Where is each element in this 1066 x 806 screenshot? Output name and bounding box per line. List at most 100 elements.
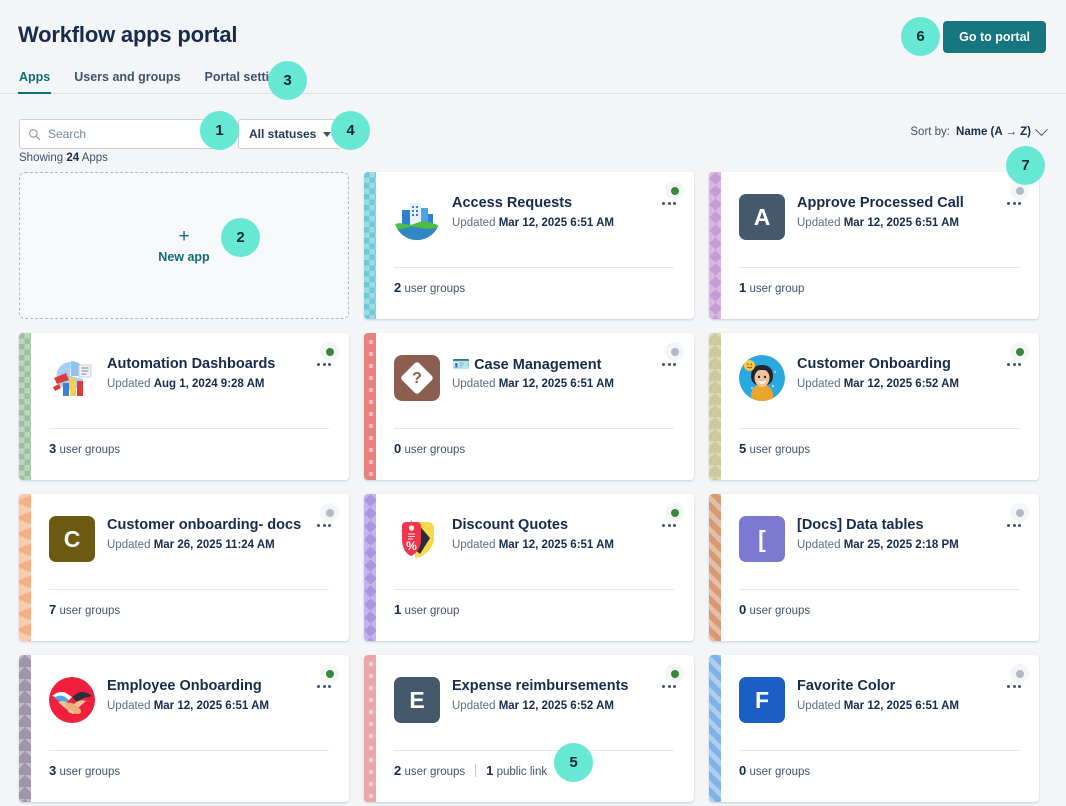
app-card-stats: 3 user groups [49, 441, 335, 456]
more-options-icon[interactable] [1003, 194, 1025, 212]
card-divider [49, 750, 329, 751]
app-updated: Updated Mar 12, 2025 6:51 AM [452, 539, 614, 551]
stat-value: 2 [394, 280, 402, 295]
app-card-stripe [709, 333, 721, 480]
art-question-icon: ? [394, 355, 440, 401]
app-card[interactable]: ? 🪪 Case Management Updated Mar 12, 2025 … [364, 333, 694, 480]
app-stat: 0 user groups [739, 602, 810, 617]
app-card-stripe [19, 494, 31, 641]
status-filter-dropdown[interactable]: All statuses [238, 119, 343, 149]
app-card-body: A Approve Processed Call Updated Mar 12, 2… [721, 172, 1039, 319]
stat-label: user groups [404, 766, 466, 778]
stat-value: 2 [394, 763, 402, 778]
status-dot-inactive [1015, 508, 1024, 517]
app-updated: Updated Mar 12, 2025 6:51 AM [107, 700, 269, 712]
app-title: Automation Dashboards [107, 356, 276, 372]
stat-label: user groups [749, 766, 811, 778]
status-dot-active [670, 186, 679, 195]
tab-users-and-groups[interactable]: Users and groups [74, 70, 181, 84]
stat-label: user group [404, 605, 460, 617]
new-app-card[interactable]: + New app [19, 172, 349, 319]
card-divider [394, 428, 674, 429]
search-box[interactable] [19, 119, 224, 149]
app-card-stripe [709, 172, 721, 319]
annotation-badge-7: 7 [1006, 146, 1045, 185]
more-options-icon[interactable] [313, 355, 335, 373]
more-options-icon[interactable] [658, 516, 680, 534]
card-divider [49, 428, 329, 429]
card-divider [739, 428, 1019, 429]
stat-value: 3 [49, 763, 57, 778]
annotation-badge-5: 5 [554, 743, 593, 782]
more-options-icon[interactable] [658, 677, 680, 695]
toolbar: All statuses Sort by: Name (A → Z) [0, 112, 1066, 150]
status-badge [665, 664, 684, 683]
stat-label: user groups [59, 766, 121, 778]
app-card[interactable]: A Approve Processed Call Updated Mar 12, 2… [709, 172, 1039, 319]
app-title: Employee Onboarding [107, 678, 262, 694]
stat-value: 5 [739, 441, 747, 456]
app-card-stats: 2 user groups [394, 280, 680, 295]
more-options-icon[interactable] [313, 677, 335, 695]
app-card-body: % Discount Quotes Updated Mar 12, 2025 6:… [376, 494, 694, 641]
apps-grid: + New app Ac [19, 172, 1057, 802]
app-card[interactable]: F Favorite Color Updated Mar 12, 2025 6:51… [709, 655, 1039, 802]
updated-timestamp: Mar 12, 2025 6:51 AM [843, 217, 959, 229]
app-card-stats: 1 user group [739, 280, 1025, 295]
chevron-down-icon [1035, 122, 1048, 136]
app-card-body: Customer Onboarding Updated Mar 12, 2025 … [721, 333, 1039, 480]
updated-prefix: Updated [107, 539, 151, 551]
art-tag-icon: % [394, 516, 440, 562]
updated-prefix: Updated [107, 378, 151, 390]
more-options-icon[interactable] [658, 355, 680, 373]
updated-timestamp: Mar 25, 2025 2:18 PM [843, 539, 959, 551]
app-updated: Updated Mar 12, 2025 6:52 AM [452, 700, 614, 712]
app-updated: Updated Mar 12, 2025 6:51 AM [452, 378, 614, 390]
status-dot-inactive [325, 508, 334, 517]
app-card[interactable]: [[Docs] Data tables Updated Mar 25, 2025 … [709, 494, 1039, 641]
app-stat: 3 user groups [49, 441, 120, 456]
more-options-icon[interactable] [313, 516, 335, 534]
new-app-label: New app [158, 250, 210, 264]
more-options-icon[interactable] [1003, 677, 1025, 695]
app-stat: 0 user groups [394, 441, 465, 456]
tab-apps[interactable]: Apps [18, 63, 52, 94]
status-dot-active [325, 347, 334, 356]
app-card[interactable]: C Customer onboarding- docs Updated Mar 26… [19, 494, 349, 641]
updated-prefix: Updated [797, 539, 841, 551]
sort-by-dropdown[interactable]: Sort by: Name (A → Z) [910, 122, 1048, 138]
stat-value: 1 [394, 602, 402, 617]
app-card[interactable]: % Discount Quotes Updated Mar 12, 2025 6:… [364, 494, 694, 641]
more-options-icon[interactable] [1003, 516, 1025, 534]
app-stat: 2 user groups [394, 763, 465, 778]
app-card-body: F Favorite Color Updated Mar 12, 2025 6:51… [721, 655, 1039, 802]
stat-label: user groups [749, 444, 811, 456]
updated-timestamp: Mar 12, 2025 6:51 AM [843, 700, 959, 712]
art-chart-icon [49, 355, 95, 401]
app-avatar-letter: E [394, 677, 440, 723]
svg-text:%: % [406, 539, 417, 553]
go-to-portal-button[interactable]: Go to portal [943, 21, 1046, 53]
art-person-icon [739, 355, 785, 401]
app-stat: 1 public link [486, 763, 547, 778]
app-card[interactable]: Employee Onboarding Updated Mar 12, 2025 … [19, 655, 349, 802]
page-title: Workflow apps portal [18, 22, 238, 47]
stat-label: user groups [404, 444, 466, 456]
app-updated: Updated Mar 25, 2025 2:18 PM [797, 539, 959, 551]
status-filter-label: All statuses [249, 127, 317, 141]
app-card[interactable]: Customer Onboarding Updated Mar 12, 2025 … [709, 333, 1039, 480]
more-options-icon[interactable] [658, 194, 680, 212]
app-card-stats: 0 user groups [739, 763, 1025, 778]
app-card[interactable]: Automation Dashboards Updated Aug 1, 2024… [19, 333, 349, 480]
app-card[interactable]: Access Requests Updated Mar 12, 2025 6:51… [364, 172, 694, 319]
status-badge [1010, 181, 1029, 200]
tab-bar: Apps Users and groups Portal settings [0, 63, 1066, 94]
search-input[interactable] [48, 127, 208, 141]
more-options-icon[interactable] [1003, 355, 1025, 373]
stat-label: public link [496, 766, 548, 778]
app-title: Discount Quotes [452, 517, 569, 533]
app-card[interactable]: E Expense reimbursements Updated Mar 12, 2… [364, 655, 694, 802]
app-card-stripe [19, 333, 31, 480]
status-dot-inactive [1015, 186, 1024, 195]
status-dot-active [325, 669, 334, 678]
